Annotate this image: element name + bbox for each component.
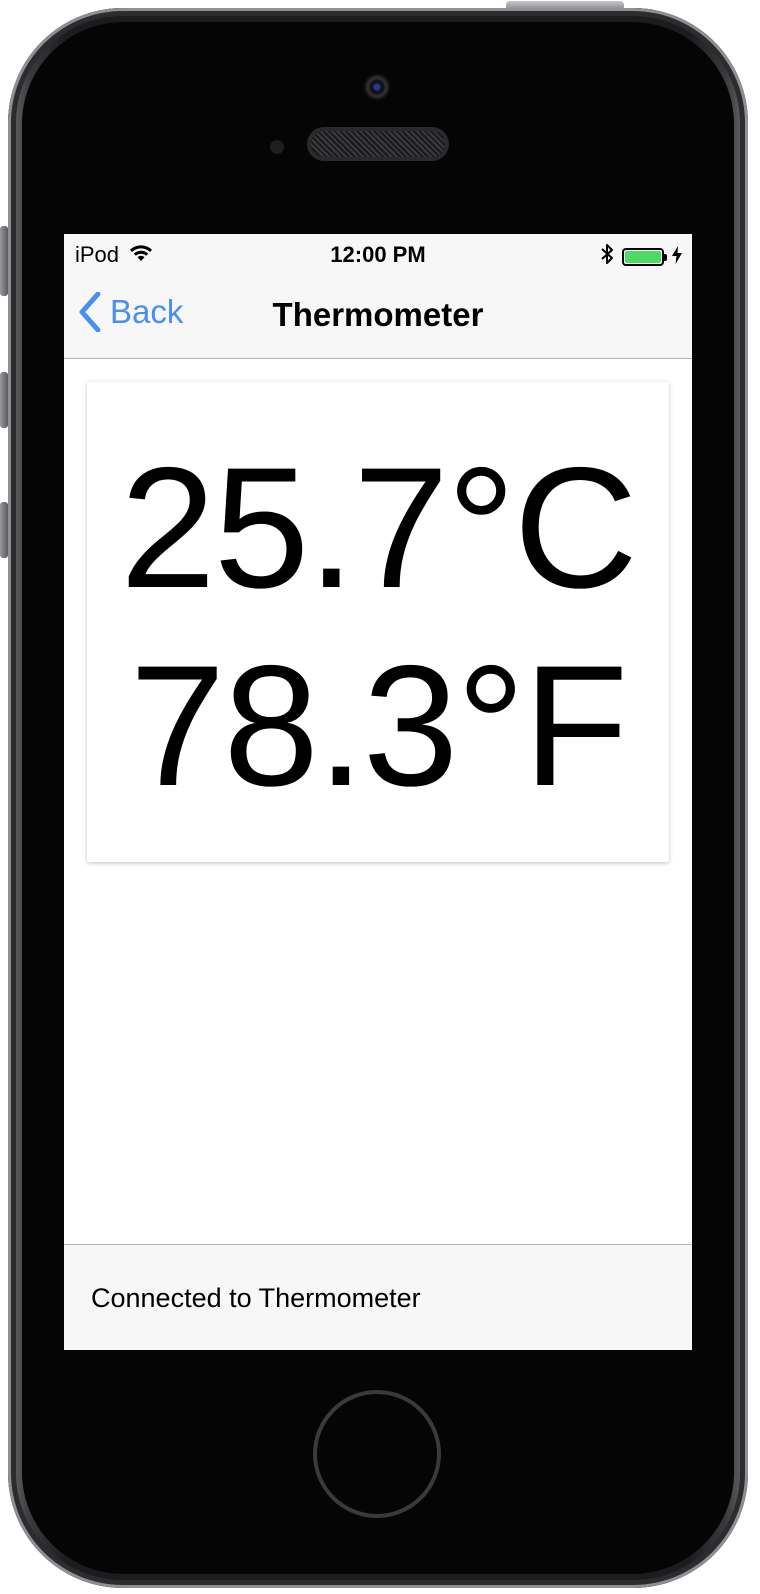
wifi-icon	[129, 242, 153, 268]
battery-fill	[625, 251, 661, 263]
back-button-label: Back	[110, 293, 184, 330]
earpiece-speaker	[311, 131, 445, 157]
navigation-bar: Back Thermometer	[64, 274, 692, 359]
battery-icon	[622, 248, 667, 266]
status-time: 12:00 PM	[330, 242, 426, 267]
front-camera-icon	[366, 76, 388, 98]
carrier-label: iPod	[75, 242, 120, 267]
page-title: Thermometer	[272, 296, 484, 333]
mute-switch	[0, 226, 8, 296]
connection-status-bar: Connected to Thermometer	[64, 1244, 692, 1350]
volume-down-button	[0, 502, 8, 558]
screen: iPod 12:00 PM	[64, 234, 692, 1350]
back-button[interactable]: Back	[78, 292, 183, 332]
temperature-card: 25.7°C 78.3°F	[87, 382, 669, 862]
sleep-wake-button	[506, 1, 624, 9]
proximity-sensor	[270, 140, 284, 154]
status-right	[600, 242, 682, 272]
bluetooth-icon	[600, 242, 614, 272]
celsius-reading: 25.7°C	[120, 432, 638, 624]
fahrenheit-reading: 78.3°F	[129, 630, 629, 822]
charging-bolt-icon	[672, 244, 682, 270]
status-left: iPod	[75, 242, 153, 268]
status-bar: iPod 12:00 PM	[64, 234, 692, 274]
connection-status-text: Connected to Thermometer	[91, 1283, 421, 1313]
chevron-left-icon	[79, 292, 101, 332]
volume-up-button	[0, 372, 8, 428]
home-button[interactable]	[313, 1390, 441, 1518]
